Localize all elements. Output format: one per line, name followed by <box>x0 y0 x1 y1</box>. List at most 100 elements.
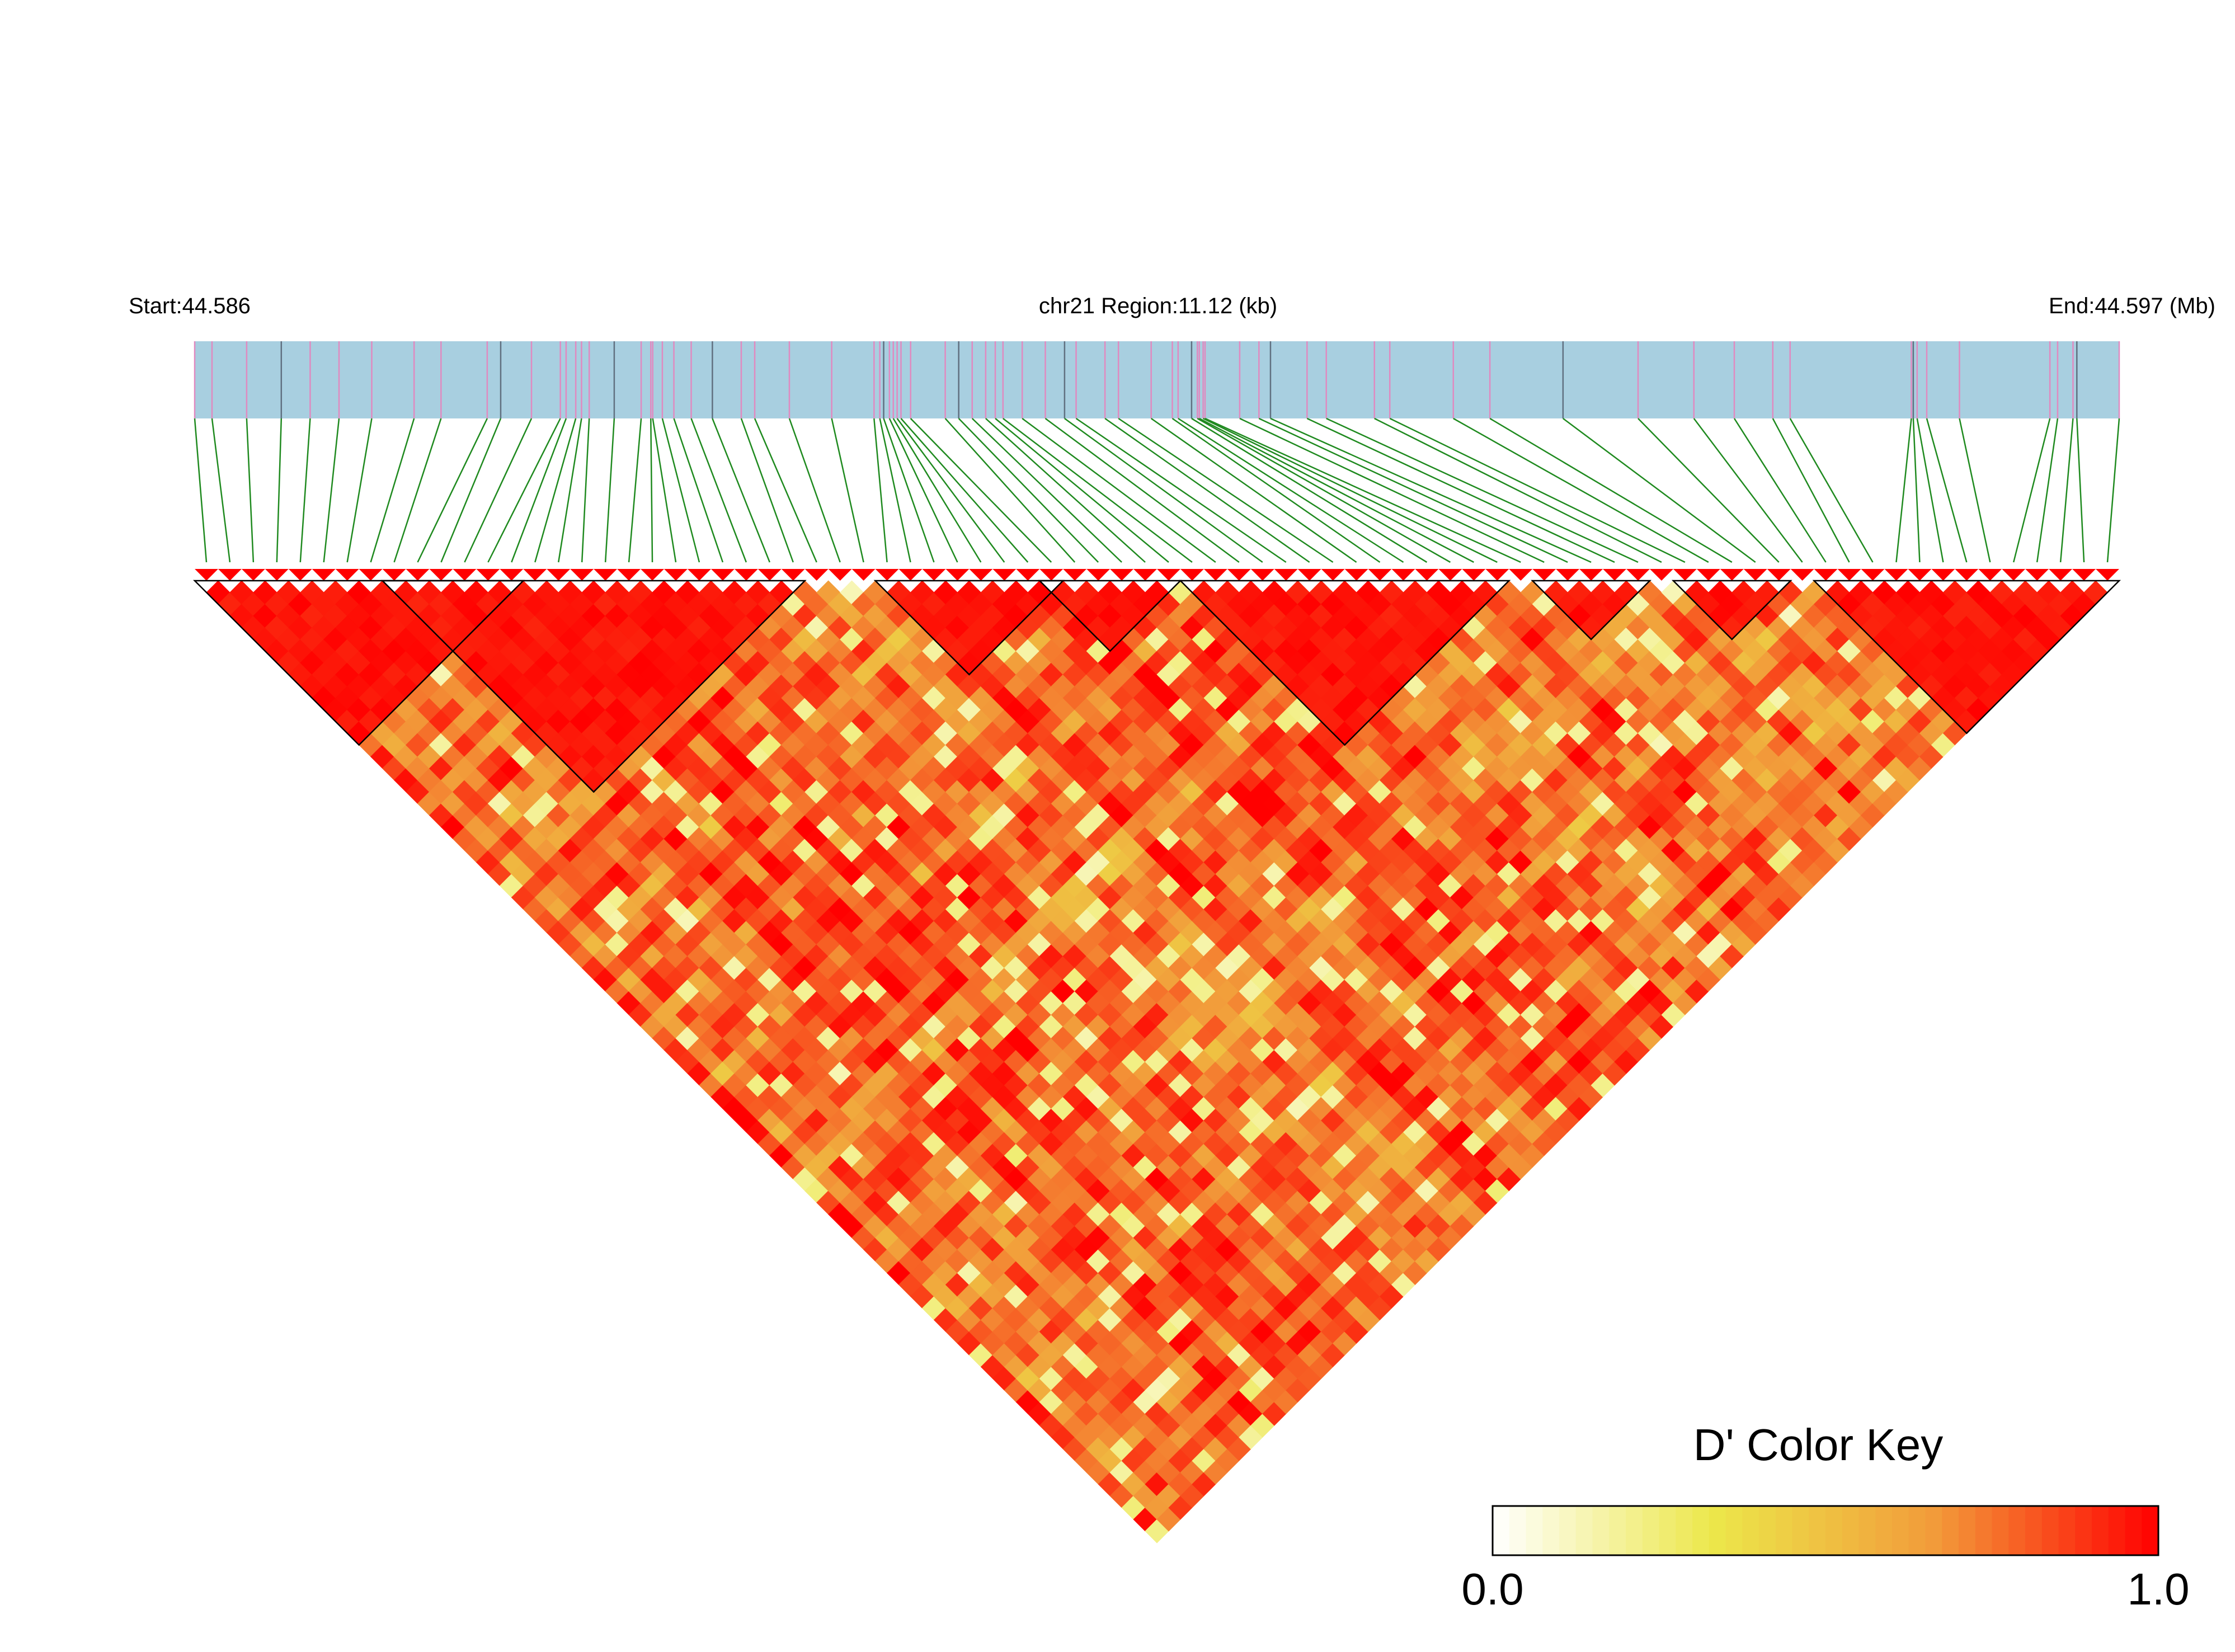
diagonal-marker <box>851 569 876 581</box>
color-key-swatch <box>1792 1506 1810 1555</box>
snp-connector <box>417 418 488 563</box>
snp-connector <box>650 418 653 563</box>
color-key-swatch <box>2075 1506 2092 1555</box>
snp-connector <box>211 418 231 563</box>
diagonal-marker <box>641 569 665 581</box>
color-key-swatch <box>1709 1506 1726 1555</box>
color-key-swatch <box>1925 1506 1943 1555</box>
color-key-frame <box>1491 1505 2159 1556</box>
snp-connector <box>511 418 567 563</box>
color-key-swatch <box>1992 1506 2010 1555</box>
color-key-swatch <box>1825 1506 1843 1555</box>
diagonal-marker <box>664 569 688 581</box>
color-key-swatch <box>1575 1506 1593 1555</box>
snp-connector <box>910 418 1052 563</box>
snp-connector <box>1239 417 1545 563</box>
snp-connector <box>673 418 724 563</box>
diagonal-marker <box>1814 569 1838 581</box>
snp-connector <box>2106 418 2120 563</box>
snp-connector <box>393 418 442 563</box>
diagonal-marker <box>1086 569 1111 581</box>
snp-connector <box>944 418 1076 563</box>
color-key-swatch <box>1759 1506 1776 1555</box>
diagonal-marker <box>804 569 829 581</box>
snp-connector <box>1044 417 1240 563</box>
diagonal-marker <box>1767 569 1791 581</box>
snp-connector <box>323 418 340 563</box>
diagonal-marker <box>570 569 594 581</box>
haplotype-block-outline <box>192 580 525 746</box>
snp-connector <box>879 418 911 563</box>
diagonal-marker <box>1227 569 1251 581</box>
diagonal-marker <box>547 569 571 581</box>
region-title-label: chr21 Region:11.12 (kb) <box>1039 294 1277 318</box>
diagonal-marker <box>1321 569 1345 581</box>
snp-connector <box>440 418 502 563</box>
color-key-swatch <box>2092 1506 2109 1555</box>
diagonal-marker <box>1133 569 1157 581</box>
snp-connector <box>1374 417 1662 563</box>
color-key: D' Color Key 0.0 1.0 <box>1461 1420 2189 1614</box>
snp-connector <box>1003 418 1193 563</box>
snp-connector <box>1022 417 1216 563</box>
color-key-swatch <box>1692 1506 1710 1555</box>
snp-connector <box>985 418 1146 563</box>
snp-connector <box>712 418 770 563</box>
snp-connector <box>831 418 864 563</box>
snp-connector <box>1258 417 1568 563</box>
color-key-swatch <box>1559 1506 1577 1555</box>
color-key-swatch <box>1875 1506 1893 1555</box>
diagonal-marker <box>1344 569 1368 581</box>
haplotype-block-outline <box>1531 580 1651 641</box>
diagonal-marker <box>1861 569 1885 581</box>
diagonal-marker <box>2049 569 2073 581</box>
snp-connector <box>1912 418 1921 563</box>
snp-connector <box>1104 417 1310 563</box>
diagonal-marker <box>687 569 711 581</box>
diagonal-marker <box>617 569 641 581</box>
diagonal-marker <box>218 569 242 581</box>
diagonal-marker <box>429 569 453 581</box>
diagonal-marker <box>1415 569 1439 581</box>
snp-connector <box>581 418 590 563</box>
snp-connector <box>1203 417 1498 563</box>
diagonal-marker <box>476 569 500 581</box>
diagonal-marker <box>1955 569 1979 581</box>
diagonal-marker <box>711 569 735 581</box>
diagonal-marker <box>1579 569 1603 581</box>
snp-connector <box>958 418 1099 563</box>
snp-connector <box>1150 417 1357 563</box>
color-key-swatch <box>2025 1506 2043 1555</box>
snp-connector <box>995 418 1169 563</box>
region-end-label: End:44.597 (Mb) <box>2049 294 2215 318</box>
snp-track <box>194 341 2120 418</box>
snp-connector <box>1199 417 1474 563</box>
diagonal-marker <box>1908 569 1932 581</box>
diagonal-marker <box>1978 569 2002 581</box>
diagonal-marker <box>781 569 805 581</box>
diagonal-marker <box>1063 569 1087 581</box>
snp-connector <box>487 418 561 563</box>
diagonal-marker <box>1485 569 1509 581</box>
diagonal-marker <box>1509 569 1533 581</box>
snp-connector <box>1306 417 1615 563</box>
snp-connector <box>740 418 794 563</box>
diagonal-marker <box>1603 569 1627 581</box>
haplotype-block-outline <box>873 580 1065 676</box>
diagonal-marker <box>2072 569 2096 581</box>
diagonal-marker <box>453 569 477 581</box>
snp-connector <box>652 418 677 563</box>
snp-connector <box>534 418 577 563</box>
snp-connector <box>346 418 373 563</box>
color-key-swatch <box>2125 1506 2143 1555</box>
diagonal-marker <box>1016 569 1040 581</box>
diagonal-marker <box>1790 569 1814 581</box>
diagonal-marker <box>195 569 218 581</box>
diagonal-marker <box>2096 569 2119 581</box>
diagonal-marker <box>1368 569 1392 581</box>
snp-connector <box>1178 417 1404 563</box>
snp-position-ticks <box>194 341 2120 418</box>
diagonal-marker <box>2025 569 2049 581</box>
snp-connector <box>661 418 700 563</box>
diagonal-marker <box>734 569 758 581</box>
